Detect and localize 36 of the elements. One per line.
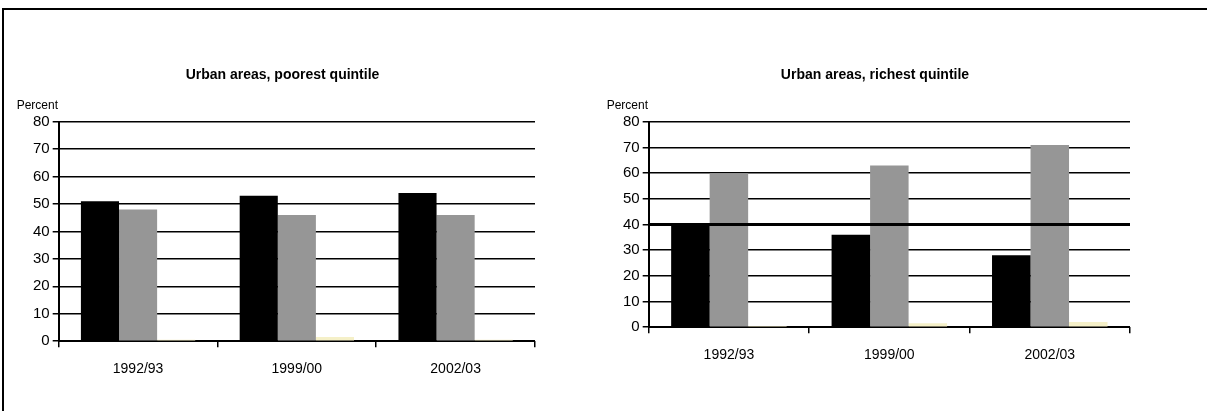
y-tick-label: 10 [33,303,50,321]
y-tick-label: 50 [33,194,50,212]
x-tick-label: 1992/93 [703,346,755,363]
y-tick-label: 30 [623,240,640,258]
y-axis-title: Percent [16,98,59,113]
y-tick-label: 30 [33,249,50,267]
bar [1030,144,1070,327]
y-tick-label: 20 [33,276,50,294]
y-tick-label: 0 [41,331,50,349]
y-tick-label: 60 [623,163,640,181]
chart-title: Urban areas, poorest quintile [185,66,380,83]
bar [908,323,948,327]
bar [436,215,475,341]
chart-title: Urban areas, richest quintile [780,66,970,83]
y-tick-label: 20 [623,265,640,283]
y-tick-label: 0 [631,317,640,335]
y-tick-label: 70 [623,137,640,155]
y-tick-label: 80 [623,111,640,129]
bar [709,173,749,327]
y-tick-label: 10 [623,291,640,309]
x-tick-label: 2002/03 [1024,346,1076,363]
x-tick-label: 1999/00 [271,360,323,377]
y-tick-label: 50 [623,188,640,206]
y-axis-title: Percent [606,98,649,113]
y-tick-label: 40 [623,214,640,232]
bar [1069,322,1108,327]
x-tick-label: 1999/00 [864,346,915,363]
y-tick-label: 60 [33,166,50,184]
bar [119,209,158,341]
x-tick-label: 2002/03 [430,360,482,377]
y-tick-label: 40 [33,221,50,239]
y-tick-label: 70 [33,139,50,157]
y-tick-label: 80 [33,111,50,129]
x-tick-label: 1992/93 [112,360,164,377]
bar [870,165,909,327]
bar [277,215,316,341]
